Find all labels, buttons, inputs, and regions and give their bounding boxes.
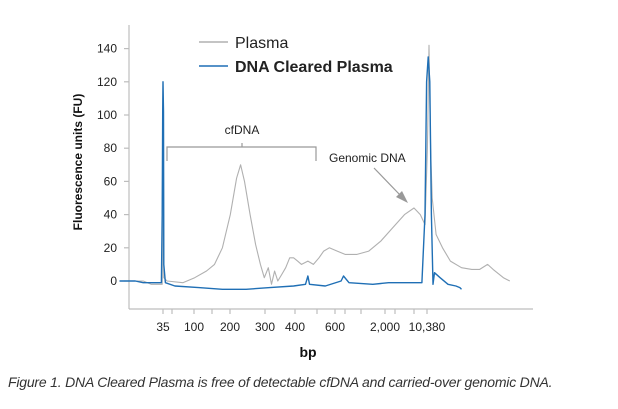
y-tick-label: 40 (104, 208, 118, 222)
series-line-dna-cleared-plasma (119, 56, 463, 290)
genomic-dna-arrowhead (396, 191, 408, 203)
x-ticks: 35 100 200 300 400 600 2,000 10,380 (156, 309, 446, 334)
genomic-dna-arrow-line (373, 167, 402, 197)
cfdna-label: cfDNA (225, 123, 260, 137)
y-tick-label: 0 (110, 274, 117, 288)
cfdna-bracket-line (166, 146, 317, 161)
y-tick-label: 120 (97, 75, 117, 89)
cfdna-bracket: cfDNA (166, 123, 317, 161)
genomic-dna-label: Genomic DNA (329, 151, 406, 165)
y-tick-label: 60 (104, 174, 118, 188)
genomic-dna-annotation: Genomic DNA (329, 151, 408, 203)
x-tick-label: 200 (220, 320, 240, 334)
series-layer (119, 44, 511, 290)
x-axis-title: bp (299, 344, 316, 360)
legend-label-dna-cleared: DNA Cleared Plasma (235, 59, 393, 76)
x-tick-label: 100 (184, 320, 204, 334)
legend-label-plasma: Plasma (235, 35, 288, 52)
y-ticks: 0 20 40 60 80 100 120 140 (97, 42, 129, 288)
x-tick-label: 300 (255, 320, 275, 334)
x-tick-label: 35 (156, 320, 170, 334)
y-axis-title: Fluorescence units (FU) (71, 94, 85, 231)
figure-caption: Figure 1. DNA Cleared Plasma is free of … (8, 374, 553, 390)
x-tick-label: 10,380 (409, 320, 446, 334)
x-tick-label: 2,000 (370, 320, 400, 334)
y-tick-label: 140 (97, 42, 117, 56)
x-tick-label: 600 (325, 320, 345, 334)
y-tick-label: 20 (104, 241, 118, 255)
x-tick-label: 400 (285, 320, 305, 334)
y-tick-label: 80 (104, 141, 118, 155)
electropherogram-chart: 0 20 40 60 80 100 120 140 35 100 200 300 400 600 2,00… (71, 25, 533, 360)
legend: Plasma DNA Cleared Plasma (199, 35, 393, 76)
y-tick-label: 100 (97, 108, 117, 122)
series-line-plasma (119, 44, 511, 285)
